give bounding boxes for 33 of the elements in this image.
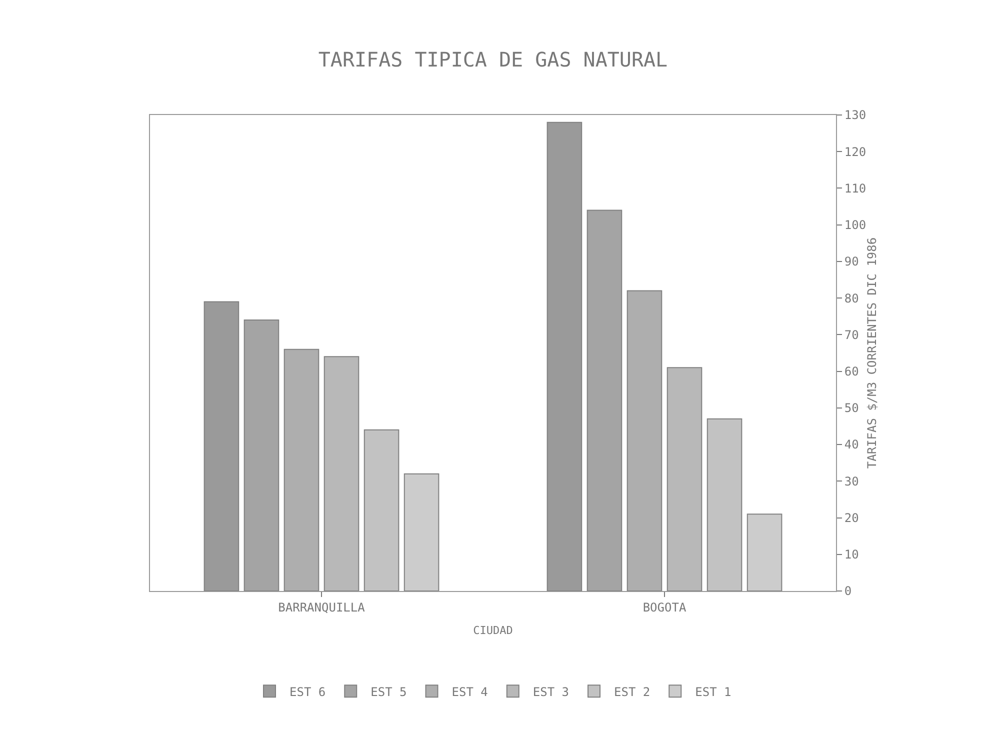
bar bbox=[706, 418, 742, 591]
x-tick-label: BOGOTA bbox=[642, 600, 687, 614]
legend-label: EST 2 bbox=[614, 684, 650, 699]
y-axis-title: TARIFAS $/M3 CORRIENTES DIC 1986 bbox=[865, 237, 879, 469]
legend-label: EST 4 bbox=[452, 684, 488, 699]
bar bbox=[404, 473, 440, 591]
y-tick-label: 120 bbox=[844, 144, 866, 159]
y-tick-label: 60 bbox=[844, 364, 859, 379]
bar bbox=[666, 367, 702, 591]
y-tick-label: 110 bbox=[844, 181, 866, 196]
y-tick-label: 0 bbox=[844, 584, 852, 598]
y-tick-label: 10 bbox=[844, 548, 859, 562]
bar bbox=[324, 356, 360, 591]
y-tick-label: 80 bbox=[844, 291, 859, 306]
y-tick-label: 50 bbox=[844, 401, 859, 416]
y-tick-label: 130 bbox=[844, 108, 866, 122]
legend-label: EST 5 bbox=[370, 684, 407, 699]
bar bbox=[626, 290, 662, 591]
y-tick-label: 70 bbox=[844, 328, 859, 342]
y-tick-label: 20 bbox=[844, 510, 859, 525]
y-tick-label: 30 bbox=[844, 474, 859, 488]
bar bbox=[746, 514, 782, 591]
y-tick-label: 40 bbox=[844, 438, 859, 452]
x-tick-label: BARRANQUILLA bbox=[278, 600, 366, 614]
bar bbox=[364, 429, 400, 591]
legend-label: EST 1 bbox=[695, 684, 732, 699]
legend-label: EST 6 bbox=[290, 684, 326, 699]
chart-title: TARIFAS TIPICA DE GAS NATURAL bbox=[318, 48, 668, 72]
x-axis-title: CIUDAD bbox=[473, 624, 513, 637]
legend-label: EST 3 bbox=[532, 684, 569, 699]
y-tick-label: 100 bbox=[844, 218, 866, 232]
y-tick-label: 90 bbox=[844, 254, 859, 269]
bar bbox=[284, 348, 320, 591]
